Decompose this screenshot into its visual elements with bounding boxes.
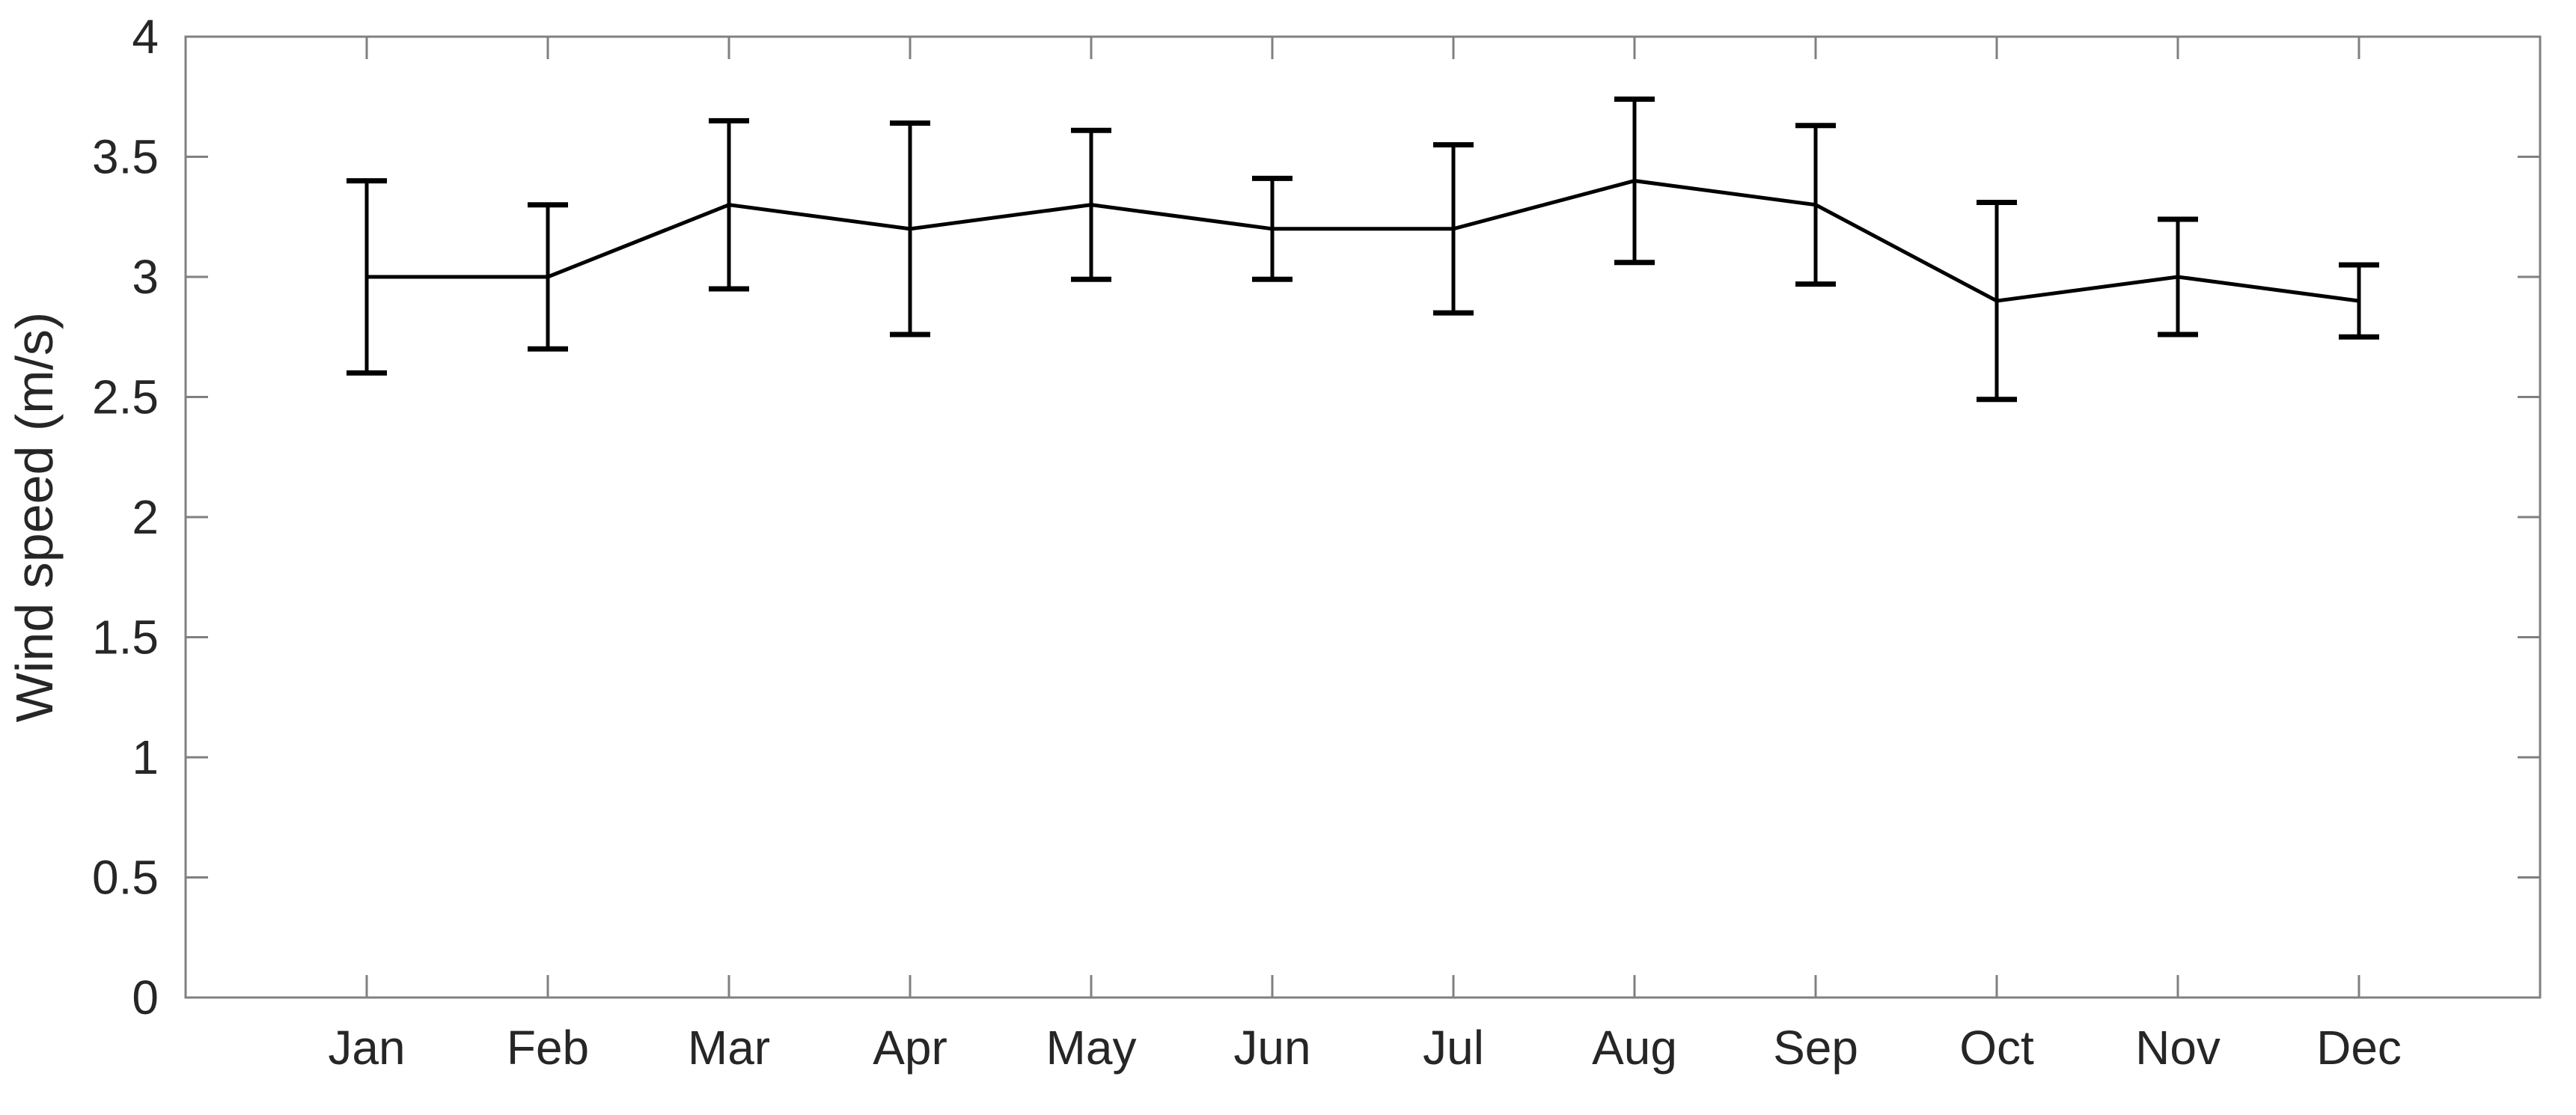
x-tick-label: Dec (2316, 1021, 2402, 1075)
x-tick-label: Mar (688, 1021, 770, 1075)
y-tick-label: 0.5 (92, 851, 159, 905)
data-series (347, 96, 2379, 403)
x-tick-label: Apr (873, 1021, 947, 1075)
y-tick-label: 3.5 (92, 130, 159, 184)
y-tick-label: 2 (132, 490, 159, 544)
x-tick-label: May (1046, 1021, 1137, 1075)
x-tick-label: Jan (328, 1021, 405, 1075)
axis-tick-labels: 0 0.5 1 1.5 2 2.5 3 3.5 4 Jan Feb Mar Apr May Jun Jul Au… (92, 10, 2402, 1075)
x-tick-label: Oct (1959, 1021, 2034, 1075)
x-tick-label: Aug (1592, 1021, 1677, 1075)
x-tick-label: Jun (1233, 1021, 1310, 1075)
y-tick-label: 3 (132, 250, 159, 304)
y-tick-label: 0 (132, 971, 159, 1024)
axes-box (184, 35, 2542, 999)
y-tick-label: 2.5 (92, 370, 159, 424)
y-tick-label: 1 (132, 730, 159, 784)
x-tick-label: Nov (2135, 1021, 2221, 1075)
series-line (367, 179, 2360, 303)
x-tick-label: Feb (507, 1021, 589, 1075)
x-tick-label: Sep (1773, 1021, 1858, 1075)
y-tick-label: 1.5 (92, 611, 159, 665)
y-tick-label: 4 (132, 10, 159, 64)
y-axis-label: Wind speed (m/s) (5, 312, 64, 722)
x-tick-label: Jul (1423, 1021, 1484, 1075)
axes (184, 35, 2542, 999)
